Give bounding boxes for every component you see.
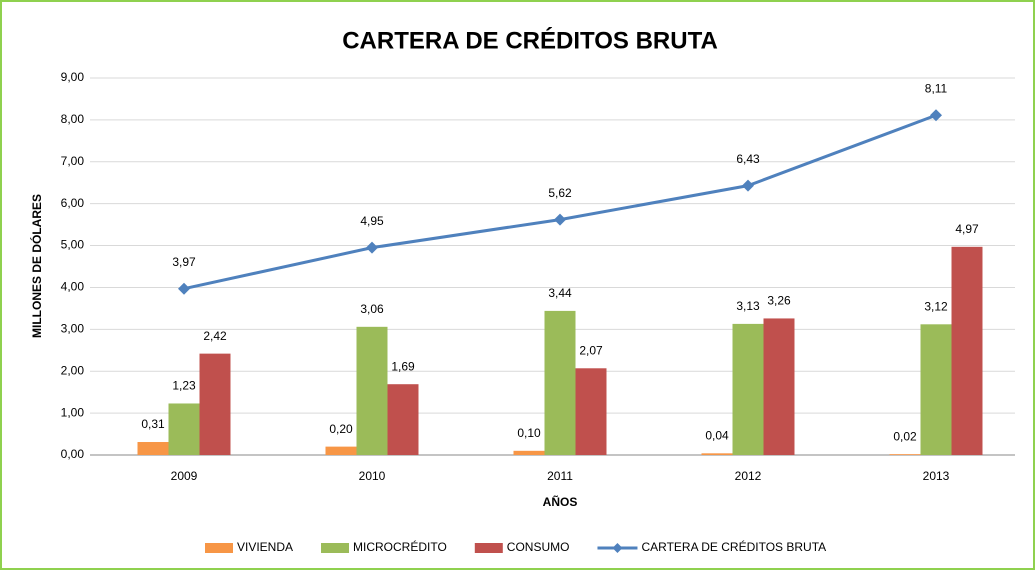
legend-swatch bbox=[474, 543, 503, 553]
bar bbox=[325, 446, 357, 455]
bar bbox=[544, 310, 576, 455]
data-label: 0,10 bbox=[517, 426, 541, 440]
data-label: 0,20 bbox=[329, 422, 353, 436]
legend-swatch bbox=[321, 543, 350, 553]
x-tick-label: 2009 bbox=[171, 469, 198, 483]
y-tick-label: 3,00 bbox=[61, 322, 85, 336]
legend-label: VIVIENDA bbox=[237, 540, 293, 554]
y-tick-label: 0,00 bbox=[61, 447, 85, 461]
data-label: 6,43 bbox=[736, 152, 760, 166]
legend-label: CARTERA DE CRÉDITOS BRUTA bbox=[641, 539, 826, 554]
bar bbox=[387, 384, 419, 455]
data-label: 5,62 bbox=[548, 186, 572, 200]
data-label: 3,06 bbox=[360, 302, 384, 316]
x-axis-title: AÑOS bbox=[543, 494, 578, 509]
data-label: 3,12 bbox=[924, 299, 948, 313]
bar bbox=[951, 246, 983, 455]
legend-marker bbox=[612, 543, 623, 553]
line-marker bbox=[554, 213, 566, 226]
line-marker bbox=[930, 109, 942, 122]
bar bbox=[575, 368, 607, 455]
y-tick-label: 5,00 bbox=[61, 238, 85, 252]
data-label: 0,31 bbox=[141, 417, 165, 431]
bar bbox=[199, 353, 231, 455]
y-axis-title: MILLONES DE DÓLARES bbox=[29, 194, 44, 338]
bar bbox=[356, 326, 388, 455]
line-marker bbox=[178, 282, 190, 295]
bar bbox=[920, 324, 952, 455]
data-label: 0,02 bbox=[893, 429, 917, 443]
bar bbox=[137, 442, 169, 455]
data-label: 1,23 bbox=[172, 379, 196, 393]
bar bbox=[168, 403, 200, 455]
x-tick-label: 2011 bbox=[547, 469, 573, 483]
data-label: 1,69 bbox=[391, 359, 415, 373]
bar bbox=[701, 453, 733, 455]
y-tick-label: 8,00 bbox=[61, 112, 85, 126]
bar bbox=[513, 450, 545, 455]
bar bbox=[763, 318, 795, 455]
data-label: 8,11 bbox=[925, 81, 948, 95]
y-tick-label: 1,00 bbox=[61, 405, 85, 419]
data-label: 3,26 bbox=[767, 294, 791, 308]
data-label: 0,04 bbox=[705, 428, 729, 442]
legend-swatch bbox=[205, 543, 233, 553]
y-tick-label: 2,00 bbox=[61, 363, 85, 377]
data-label: 4,97 bbox=[955, 222, 979, 236]
bar bbox=[889, 454, 921, 455]
data-label: 4,95 bbox=[360, 214, 384, 228]
chart-title: CARTERA DE CRÉDITOS BRUTA bbox=[342, 26, 718, 54]
x-tick-label: 2012 bbox=[735, 469, 762, 483]
line-marker bbox=[366, 241, 378, 254]
bar bbox=[732, 323, 764, 455]
x-tick-label: 2013 bbox=[923, 469, 950, 483]
legend-label: MICROCRÉDITO bbox=[353, 539, 447, 554]
data-label: 3,13 bbox=[736, 299, 760, 313]
y-tick-label: 4,00 bbox=[61, 280, 85, 294]
data-label: 2,07 bbox=[579, 343, 603, 357]
line-marker bbox=[742, 179, 754, 192]
y-tick-label: 7,00 bbox=[61, 154, 85, 168]
data-label: 3,97 bbox=[172, 255, 196, 269]
y-tick-label: 9,00 bbox=[61, 70, 85, 84]
data-label: 3,44 bbox=[548, 286, 572, 300]
y-tick-label: 6,00 bbox=[61, 196, 85, 210]
data-label: 2,42 bbox=[203, 329, 227, 343]
x-tick-label: 2010 bbox=[359, 469, 386, 483]
legend-label: CONSUMO bbox=[507, 540, 570, 554]
